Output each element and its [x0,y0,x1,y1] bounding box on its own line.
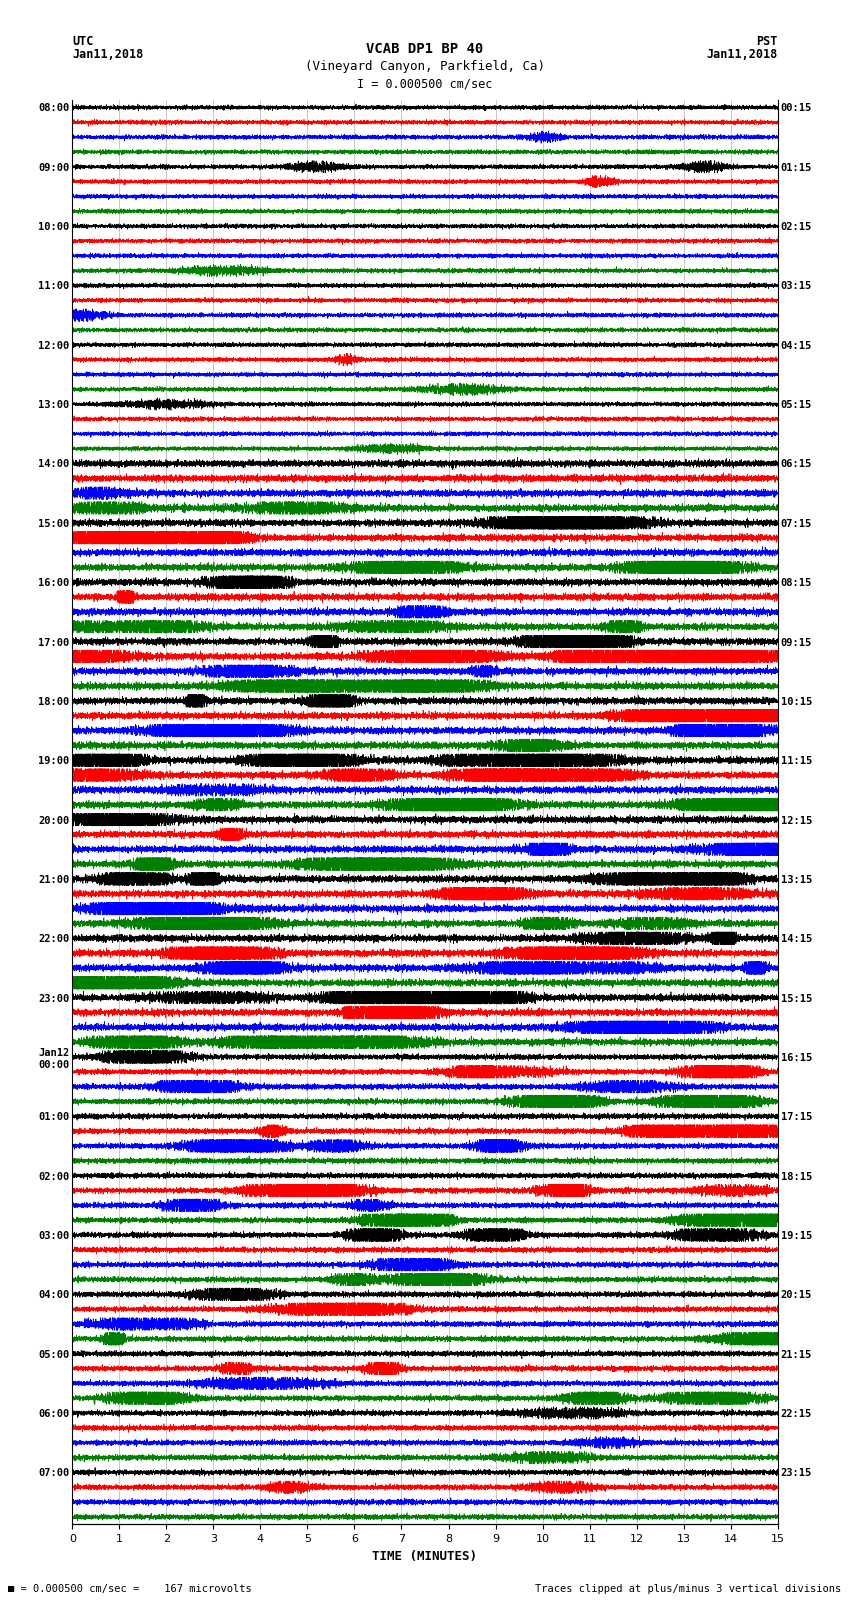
Text: (Vineyard Canyon, Parkfield, Ca): (Vineyard Canyon, Parkfield, Ca) [305,60,545,73]
Text: VCAB DP1 BP 40: VCAB DP1 BP 40 [366,42,484,56]
X-axis label: TIME (MINUTES): TIME (MINUTES) [372,1550,478,1563]
Text: I = 0.000500 cm/sec: I = 0.000500 cm/sec [357,77,493,90]
Text: Jan11,2018: Jan11,2018 [72,48,144,61]
Text: Jan11,2018: Jan11,2018 [706,48,778,61]
Text: UTC: UTC [72,35,94,48]
Text: PST: PST [756,35,778,48]
Text: Traces clipped at plus/minus 3 vertical divisions: Traces clipped at plus/minus 3 vertical … [536,1584,842,1594]
Text: ■ = 0.000500 cm/sec =    167 microvolts: ■ = 0.000500 cm/sec = 167 microvolts [8,1584,252,1594]
